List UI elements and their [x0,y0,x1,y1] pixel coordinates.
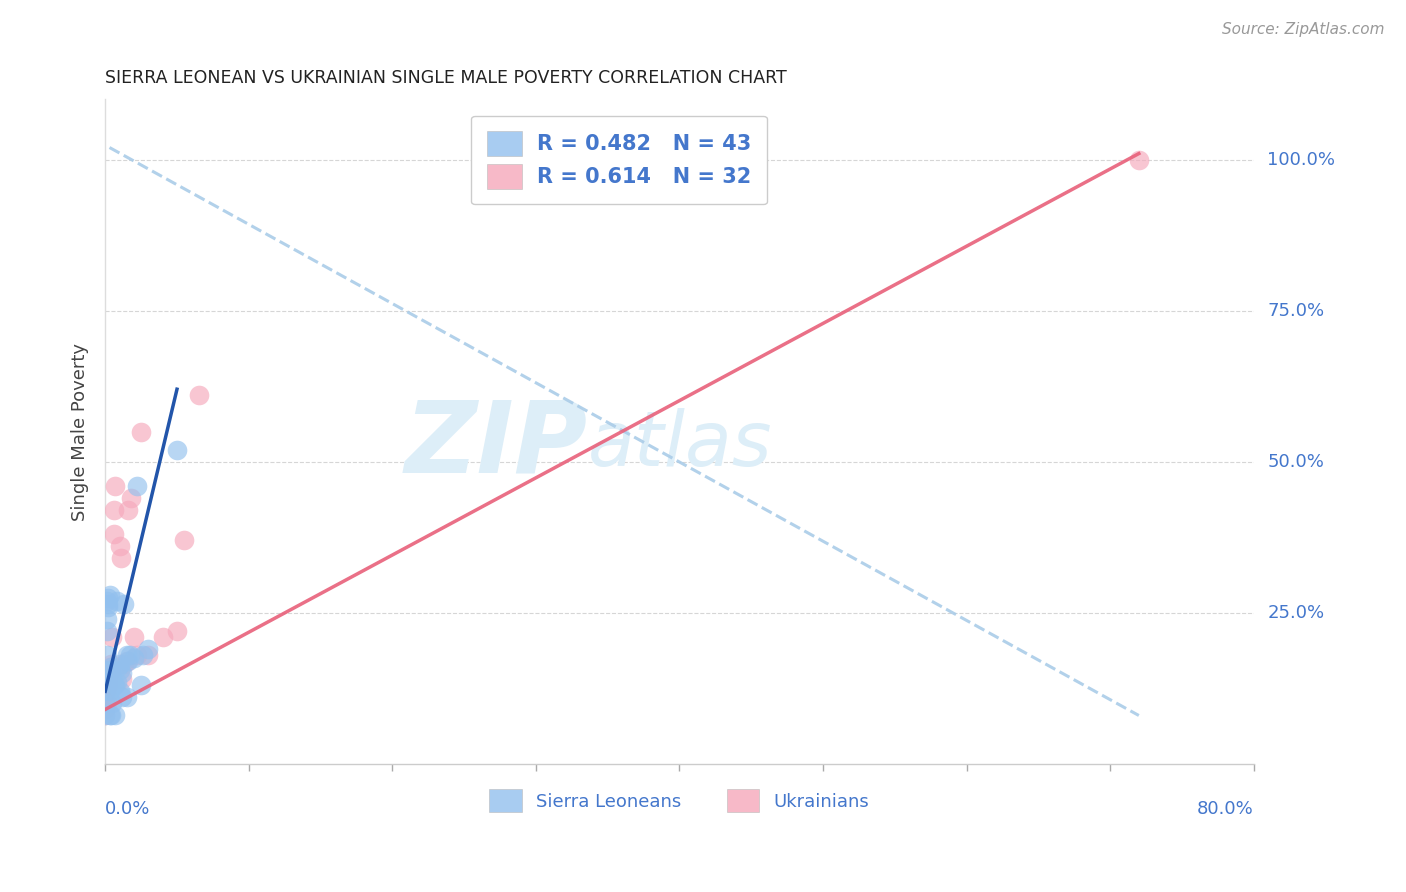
Text: 100.0%: 100.0% [1267,151,1336,169]
Point [129,425,152,439]
Point [96,612,118,626]
Point [94,708,117,723]
Point [173,533,195,548]
Point [97,669,120,683]
Point [101,672,124,686]
Point [112,657,135,672]
Point [103,503,125,517]
Point [100,663,122,677]
Point [94,684,117,698]
Point [152,630,174,644]
Text: atlas: atlas [588,408,772,482]
Point [107,660,129,674]
Point [96,593,118,607]
Point [129,678,152,692]
Text: 50.0%: 50.0% [1267,453,1324,471]
Point [108,657,131,672]
Text: SIERRA LEONEAN VS UKRAINIAN SINGLE MALE POVERTY CORRELATION CHART: SIERRA LEONEAN VS UKRAINIAN SINGLE MALE … [105,69,787,87]
Point [96,624,118,638]
Point [187,388,209,402]
Point [108,684,131,698]
Point [94,697,117,711]
Point [131,648,153,662]
Point [120,491,142,505]
Point [111,672,134,686]
Point [96,690,118,705]
Text: 25.0%: 25.0% [1267,604,1324,622]
Point [103,527,125,541]
Point [97,678,120,692]
Point [94,663,117,677]
Point [115,690,138,705]
Text: 0.0%: 0.0% [105,800,150,818]
Point [115,654,138,668]
Legend: Sierra Leoneans, Ukrainians: Sierra Leoneans, Ukrainians [481,780,879,822]
Y-axis label: Single Male Poverty: Single Male Poverty [72,343,89,521]
Point [115,648,138,662]
Point [94,697,117,711]
Point [117,503,139,517]
Point [122,651,145,665]
Text: ZIP: ZIP [405,396,588,493]
Point [125,479,148,493]
Point [118,648,141,662]
Point [98,708,121,723]
Point [111,690,134,705]
Text: 75.0%: 75.0% [1267,301,1324,319]
Point [105,675,128,690]
Point [100,663,122,677]
Point [166,442,188,457]
Point [97,599,120,614]
Point [136,648,159,662]
Point [94,708,117,723]
Point [125,648,148,662]
Point [94,702,117,716]
Point [100,657,122,672]
Point [122,630,145,644]
Point [108,539,131,553]
Point [98,660,121,674]
Point [97,591,120,605]
Point [112,597,135,611]
Text: 80.0%: 80.0% [1197,800,1254,818]
Point [98,663,121,677]
Point [104,479,127,493]
Point [96,681,118,696]
Point [1128,153,1150,167]
Point [111,666,134,681]
Point [105,593,128,607]
Point [101,697,124,711]
Point [98,684,121,698]
Point [108,663,131,677]
Point [98,672,121,686]
Point [136,642,159,657]
Point [101,630,124,644]
Point [104,708,127,723]
Point [97,597,120,611]
Text: Source: ZipAtlas.com: Source: ZipAtlas.com [1222,22,1385,37]
Point [98,588,121,602]
Point [110,551,132,566]
Point [100,660,122,674]
Point [96,697,118,711]
Point [103,678,125,692]
Point [94,672,117,686]
Point [96,648,118,662]
Point [166,624,188,638]
Point [104,678,127,692]
Point [100,708,122,723]
Point [117,654,139,668]
